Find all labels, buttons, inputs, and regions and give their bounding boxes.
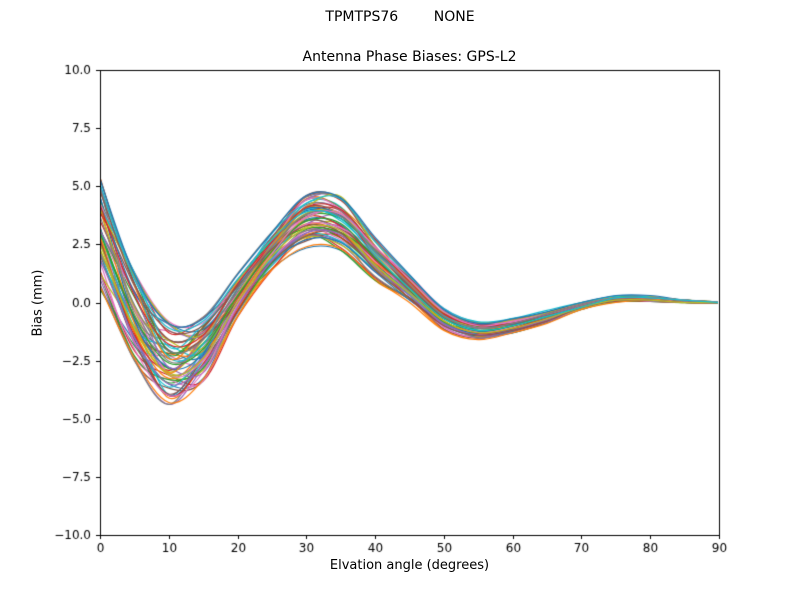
chart-title: Antenna Phase Biases: GPS-L2 bbox=[302, 49, 517, 65]
figure-suptitle: TPMTPS76 NONE bbox=[325, 9, 475, 25]
x-axis-label: Elvation angle (degrees) bbox=[329, 558, 490, 573]
y-axis-label: Bias (mm) bbox=[30, 269, 46, 337]
